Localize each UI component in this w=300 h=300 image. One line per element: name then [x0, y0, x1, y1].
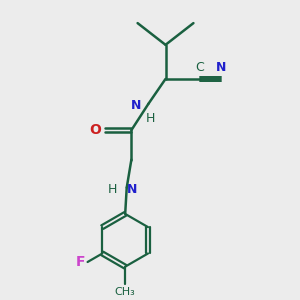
Text: N: N	[127, 183, 137, 196]
Text: O: O	[89, 123, 101, 137]
Text: H: H	[146, 112, 156, 124]
Text: N: N	[216, 61, 226, 74]
Text: N: N	[131, 99, 142, 112]
Text: C: C	[195, 61, 204, 74]
Text: CH₃: CH₃	[115, 287, 136, 297]
Text: F: F	[76, 255, 85, 269]
Text: H: H	[108, 183, 117, 196]
